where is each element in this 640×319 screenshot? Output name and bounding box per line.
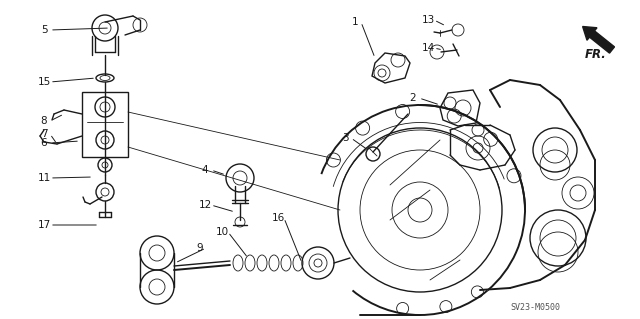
Text: 3: 3	[342, 133, 348, 143]
Text: 9: 9	[196, 243, 204, 253]
Text: 6: 6	[41, 138, 47, 148]
Text: 2: 2	[410, 93, 416, 103]
Text: 16: 16	[271, 213, 285, 223]
Text: 7: 7	[41, 129, 47, 139]
Text: 17: 17	[37, 220, 51, 230]
Text: 10: 10	[216, 227, 228, 237]
Text: 4: 4	[202, 165, 208, 175]
Text: 1: 1	[352, 17, 358, 27]
Text: 5: 5	[41, 25, 47, 35]
Text: 14: 14	[421, 43, 435, 53]
Text: FR.: FR.	[585, 48, 607, 61]
Text: 13: 13	[421, 15, 435, 25]
Text: SV23-M0500: SV23-M0500	[510, 303, 560, 313]
Bar	[82, 92, 128, 157]
FancyArrow shape	[582, 26, 614, 53]
Text: 11: 11	[37, 173, 51, 183]
Text: 15: 15	[37, 77, 51, 87]
Text: 8: 8	[41, 116, 47, 126]
Text: 12: 12	[198, 200, 212, 210]
